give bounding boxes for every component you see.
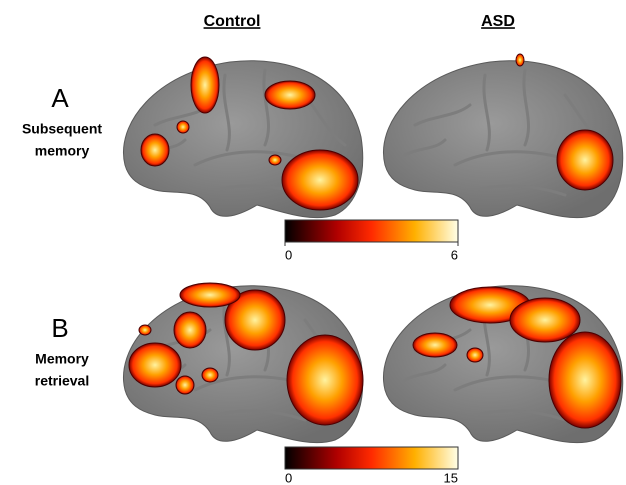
panel-label: retrieval [35,373,89,389]
colorbar-tick-label: 0 [285,470,292,485]
panel-letter: A [51,83,69,113]
colorbar [284,446,459,470]
brain-asd-b [381,284,625,445]
panel-label: Subsequent [22,121,102,137]
colorbar-tick-label: 0 [285,247,292,262]
brain-control-b [121,282,365,445]
column-header: ASD [481,13,515,30]
brain-control-a [121,56,365,220]
brain-asd-a [381,53,625,220]
column-header: Control [204,13,261,30]
colorbar-tick-label: 6 [451,247,458,262]
panel-letter: B [51,313,68,343]
panel-label: memory [35,143,90,159]
panel-label: Memory [35,351,89,367]
colorbar-tick-label: 15 [444,470,458,485]
colorbar [284,219,459,243]
